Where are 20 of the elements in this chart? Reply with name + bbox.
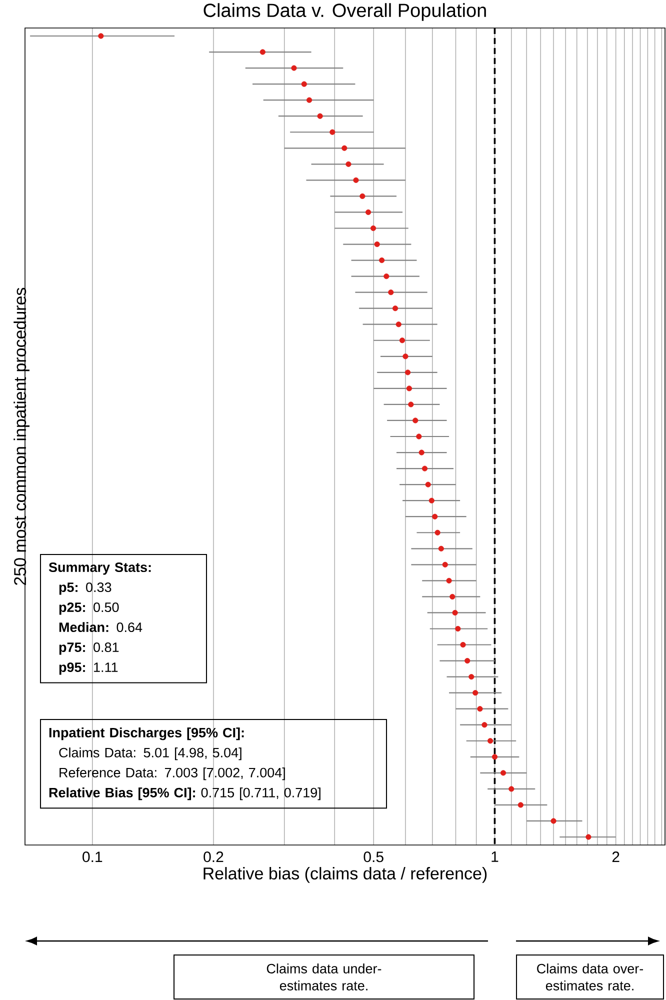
annotation: Median: 0.64: [59, 622, 142, 632]
annotation: Reference Data: 7.003 [7.002, 7.004]: [60, 767, 285, 780]
x-tick-label: 0.1: [82, 852, 102, 862]
x-tick-label: 0.5: [364, 852, 384, 862]
text: Claims data under-estimates rate.: [266, 964, 382, 990]
annotation: Inpatient Discharges [95% CI]:: [49, 727, 244, 740]
x-tick-label: 2: [612, 852, 620, 862]
text: Claims data over-estimates rate.: [537, 964, 644, 990]
chart-title: Claims Data v. Overall Population: [204, 3, 486, 21]
annotation: p75: 0.81: [59, 642, 119, 655]
y-axis-title: 250 most common inpatient procedures: [14, 288, 30, 585]
annotation: Claims Data: 5.01 [4.98, 5.04]: [59, 747, 242, 760]
annotation: p5: 0.33: [59, 582, 112, 595]
x-tick-label: 1: [492, 852, 498, 862]
x-tick-label: 0.2: [204, 852, 224, 862]
annotation: Relative Bias [95% CI]: 0.715 [0.711, 0.719]: [49, 787, 320, 800]
x-axis-title: Relative bias (claims data / reference): [204, 867, 487, 883]
annotation: p95: 1.11: [59, 662, 118, 675]
annotation: p25: 0.50: [59, 602, 119, 615]
annotation: Summary Stats:: [48, 562, 151, 575]
